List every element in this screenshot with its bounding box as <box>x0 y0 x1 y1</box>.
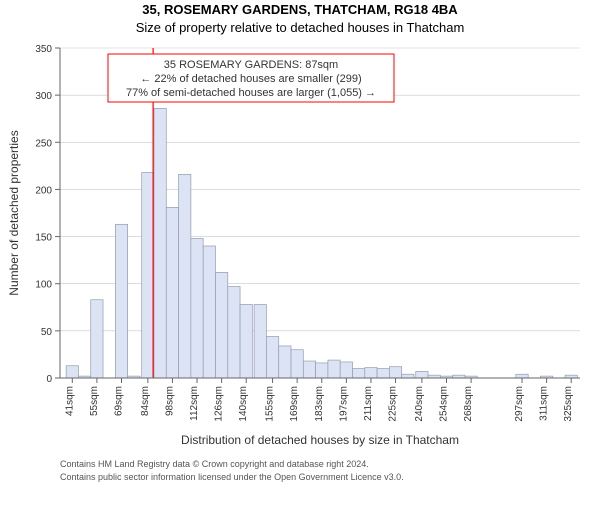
histogram-bar <box>316 363 328 378</box>
info-box-line1: 35 ROSEMARY GARDENS: 87sqm <box>164 59 338 71</box>
x-tick-label: 98sqm <box>164 386 175 416</box>
x-tick-label: 311sqm <box>539 386 550 421</box>
footer-line1: Contains HM Land Registry data © Crown c… <box>60 459 369 469</box>
histogram-bar <box>91 300 103 378</box>
x-tick-label: 112sqm <box>189 386 200 421</box>
y-tick-label: 100 <box>35 280 52 291</box>
histogram-bar <box>215 272 227 378</box>
histogram-bar <box>377 369 389 378</box>
histogram-bar <box>154 108 166 378</box>
x-tick-label: 197sqm <box>338 386 349 422</box>
x-tick-label: 169sqm <box>289 386 300 422</box>
chart-title-2: Size of property relative to detached ho… <box>136 20 465 35</box>
histogram-bar <box>303 361 315 378</box>
info-box-line3: 77% of semi-detached houses are larger (… <box>126 87 376 99</box>
x-tick-label: 211sqm <box>363 386 374 421</box>
histogram-bar <box>203 246 215 378</box>
x-axis-label: Distribution of detached houses by size … <box>181 433 459 447</box>
histogram-bar <box>115 224 127 378</box>
x-tick-label: 69sqm <box>113 386 124 416</box>
chart-title-1: 35, ROSEMARY GARDENS, THATCHAM, RG18 4BA <box>142 2 458 17</box>
y-tick-label: 200 <box>35 185 52 196</box>
histogram-bar <box>240 304 252 378</box>
y-axis-label: Number of detached properties <box>7 130 21 295</box>
x-tick-label: 268sqm <box>463 386 474 422</box>
x-tick-label: 254sqm <box>438 386 449 422</box>
x-tick-label: 126sqm <box>214 386 225 422</box>
y-tick-label: 150 <box>35 233 52 244</box>
histogram-chart: 35, ROSEMARY GARDENS, THATCHAM, RG18 4BA… <box>0 0 600 500</box>
x-tick-label: 183sqm <box>314 386 325 422</box>
histogram-bar <box>291 350 303 378</box>
histogram-bar <box>142 172 154 378</box>
x-tick-label: 55sqm <box>89 386 100 416</box>
histogram-bar <box>365 368 377 378</box>
histogram-bar <box>340 362 352 378</box>
histogram-bar <box>228 287 240 378</box>
x-tick-label: 325sqm <box>563 386 574 422</box>
histogram-bar <box>389 367 401 378</box>
footer-line2: Contains public sector information licen… <box>60 472 404 482</box>
y-tick-label: 50 <box>41 327 53 338</box>
x-tick-label: 84sqm <box>140 386 151 416</box>
histogram-bar <box>279 346 291 378</box>
histogram-bar <box>353 369 365 378</box>
histogram-bar <box>166 207 178 378</box>
x-tick-label: 297sqm <box>514 386 525 422</box>
histogram-bar <box>328 360 340 378</box>
info-box-line2: ← 22% of detached houses are smaller (29… <box>140 73 361 85</box>
histogram-bar <box>402 374 414 378</box>
x-tick-label: 140sqm <box>238 386 249 422</box>
histogram-bar <box>416 371 428 378</box>
y-tick-label: 250 <box>35 138 52 149</box>
chart-svg: 35, ROSEMARY GARDENS, THATCHAM, RG18 4BA… <box>0 0 600 500</box>
y-tick-label: 300 <box>35 91 52 102</box>
histogram-bar <box>254 304 266 378</box>
x-tick-label: 41sqm <box>64 386 75 416</box>
histogram-bar <box>266 337 278 378</box>
x-tick-label: 240sqm <box>414 386 425 422</box>
histogram-bar <box>66 366 78 378</box>
histogram-bar <box>191 238 203 378</box>
y-tick-label: 0 <box>46 374 52 385</box>
x-tick-label: 155sqm <box>265 386 276 422</box>
histogram-bar <box>179 174 191 378</box>
y-tick-label: 350 <box>35 44 52 55</box>
histogram-bar <box>516 374 528 378</box>
x-tick-label: 225sqm <box>388 386 399 422</box>
